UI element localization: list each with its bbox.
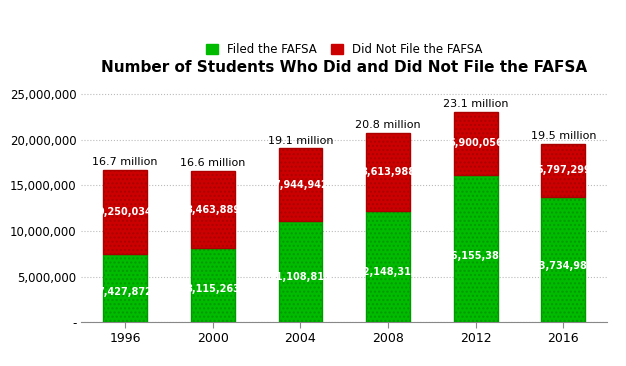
Bar <box>454 175 498 322</box>
Text: 19.1 million: 19.1 million <box>268 136 333 146</box>
Text: 23.1 million: 23.1 million <box>443 99 508 109</box>
Bar <box>541 197 585 322</box>
Title: Number of Students Who Did and Did Not File the FAFSA: Number of Students Who Did and Did Not F… <box>101 60 587 75</box>
Bar <box>191 171 235 248</box>
Text: 12,148,313: 12,148,313 <box>357 267 419 277</box>
Bar <box>366 133 410 211</box>
Text: 16.7 million: 16.7 million <box>93 157 158 167</box>
Bar <box>103 170 147 254</box>
Legend: Filed the FAFSA, Did Not File the FAFSA: Filed the FAFSA, Did Not File the FAFSA <box>206 43 483 56</box>
Bar <box>366 211 410 322</box>
Text: 9,250,034: 9,250,034 <box>98 207 153 217</box>
Text: 16,155,386: 16,155,386 <box>445 251 506 261</box>
Bar <box>454 112 498 175</box>
Text: 20.8 million: 20.8 million <box>356 120 421 130</box>
Text: 19.5 million: 19.5 million <box>531 131 596 141</box>
Text: 7,427,872: 7,427,872 <box>98 287 153 296</box>
Bar <box>191 248 235 322</box>
Text: 8,613,988: 8,613,988 <box>361 167 416 177</box>
Bar <box>103 254 147 322</box>
Bar <box>279 221 322 322</box>
Bar <box>541 144 585 197</box>
Text: 5,797,299: 5,797,299 <box>536 165 591 175</box>
Text: 8,463,889: 8,463,889 <box>185 205 240 214</box>
Text: 7,944,942: 7,944,942 <box>273 180 328 190</box>
Text: 13,734,984: 13,734,984 <box>533 261 594 271</box>
Text: 8,115,263: 8,115,263 <box>185 284 240 294</box>
Text: 6,900,056: 6,900,056 <box>448 138 503 148</box>
Text: 16.6 million: 16.6 million <box>180 158 245 168</box>
Bar <box>279 148 322 221</box>
Text: 11,108,819: 11,108,819 <box>270 272 331 281</box>
